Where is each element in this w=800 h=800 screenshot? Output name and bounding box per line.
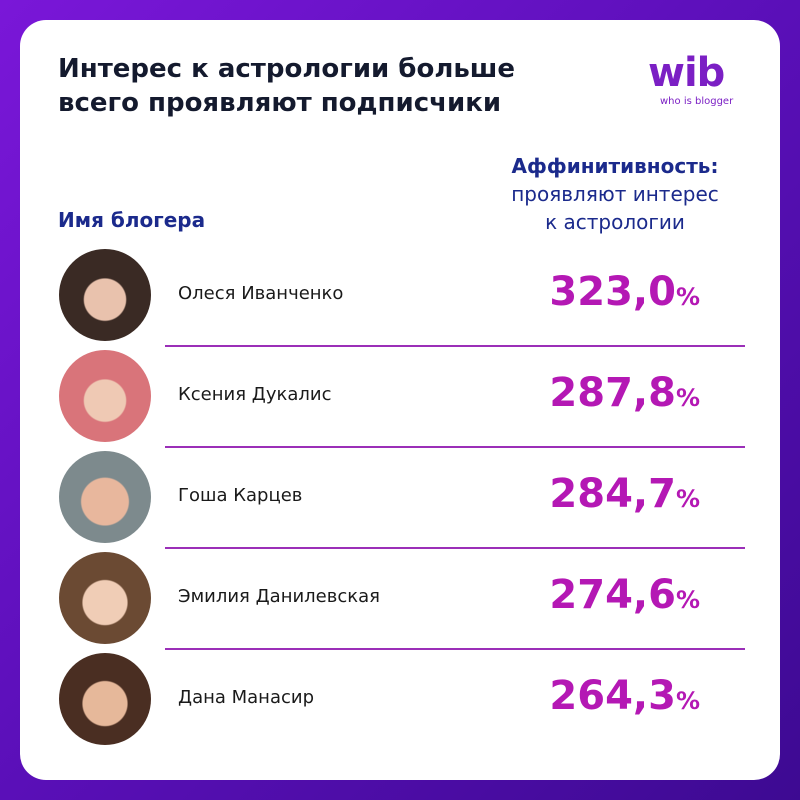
value: 274,6 [549, 572, 676, 618]
value: 323,0 [549, 269, 676, 315]
affinity-value: 274,6% [440, 572, 700, 618]
column-subtitle: проявляют интерес [511, 182, 719, 206]
blogger-name: Гоша Карцев [178, 485, 303, 506]
row-separator [165, 446, 745, 448]
affinity-value: 284,7% [440, 471, 700, 517]
logo-tagline: who is blogger [660, 96, 734, 107]
blogger-name: Олеся Иванченко [178, 283, 344, 304]
value: 287,8 [549, 370, 676, 416]
affinity-value: 287,8% [440, 370, 700, 416]
title-line: всего проявляют подписчики [58, 88, 502, 118]
value: 264,3 [549, 673, 676, 719]
avatar [59, 653, 151, 745]
unit: % [675, 485, 700, 513]
unit: % [675, 283, 700, 311]
card: Интерес к астрологии больше всего проявл… [20, 20, 780, 780]
title: Интерес к астрологии больше всего проявл… [58, 52, 515, 120]
avatar [59, 451, 151, 543]
affinity-value: 323,0% [440, 269, 700, 315]
unit: % [675, 384, 700, 412]
unit: % [675, 586, 700, 614]
affinity-value: 264,3% [440, 673, 700, 719]
column-subtitle: к астрологии [545, 210, 685, 234]
logo: wib [648, 50, 725, 96]
avatar [59, 350, 151, 442]
avatar [59, 249, 151, 341]
blogger-name: Дана Манасир [178, 687, 314, 708]
column-header: Имя блогера [58, 208, 206, 232]
row-separator [165, 547, 745, 549]
row-separator [165, 345, 745, 347]
column-header: Аффинитивность: проявляют интерес к астр… [480, 152, 750, 236]
blogger-name: Ксения Дукалис [178, 384, 332, 405]
blogger-name: Эмилия Данилевская [178, 586, 380, 607]
column-title: Аффинитивность: [511, 154, 719, 178]
value: 284,7 [549, 471, 676, 517]
row-separator [165, 648, 745, 650]
avatar [59, 552, 151, 644]
unit: % [675, 687, 700, 715]
title-line: Интерес к астрологии больше [58, 54, 516, 84]
